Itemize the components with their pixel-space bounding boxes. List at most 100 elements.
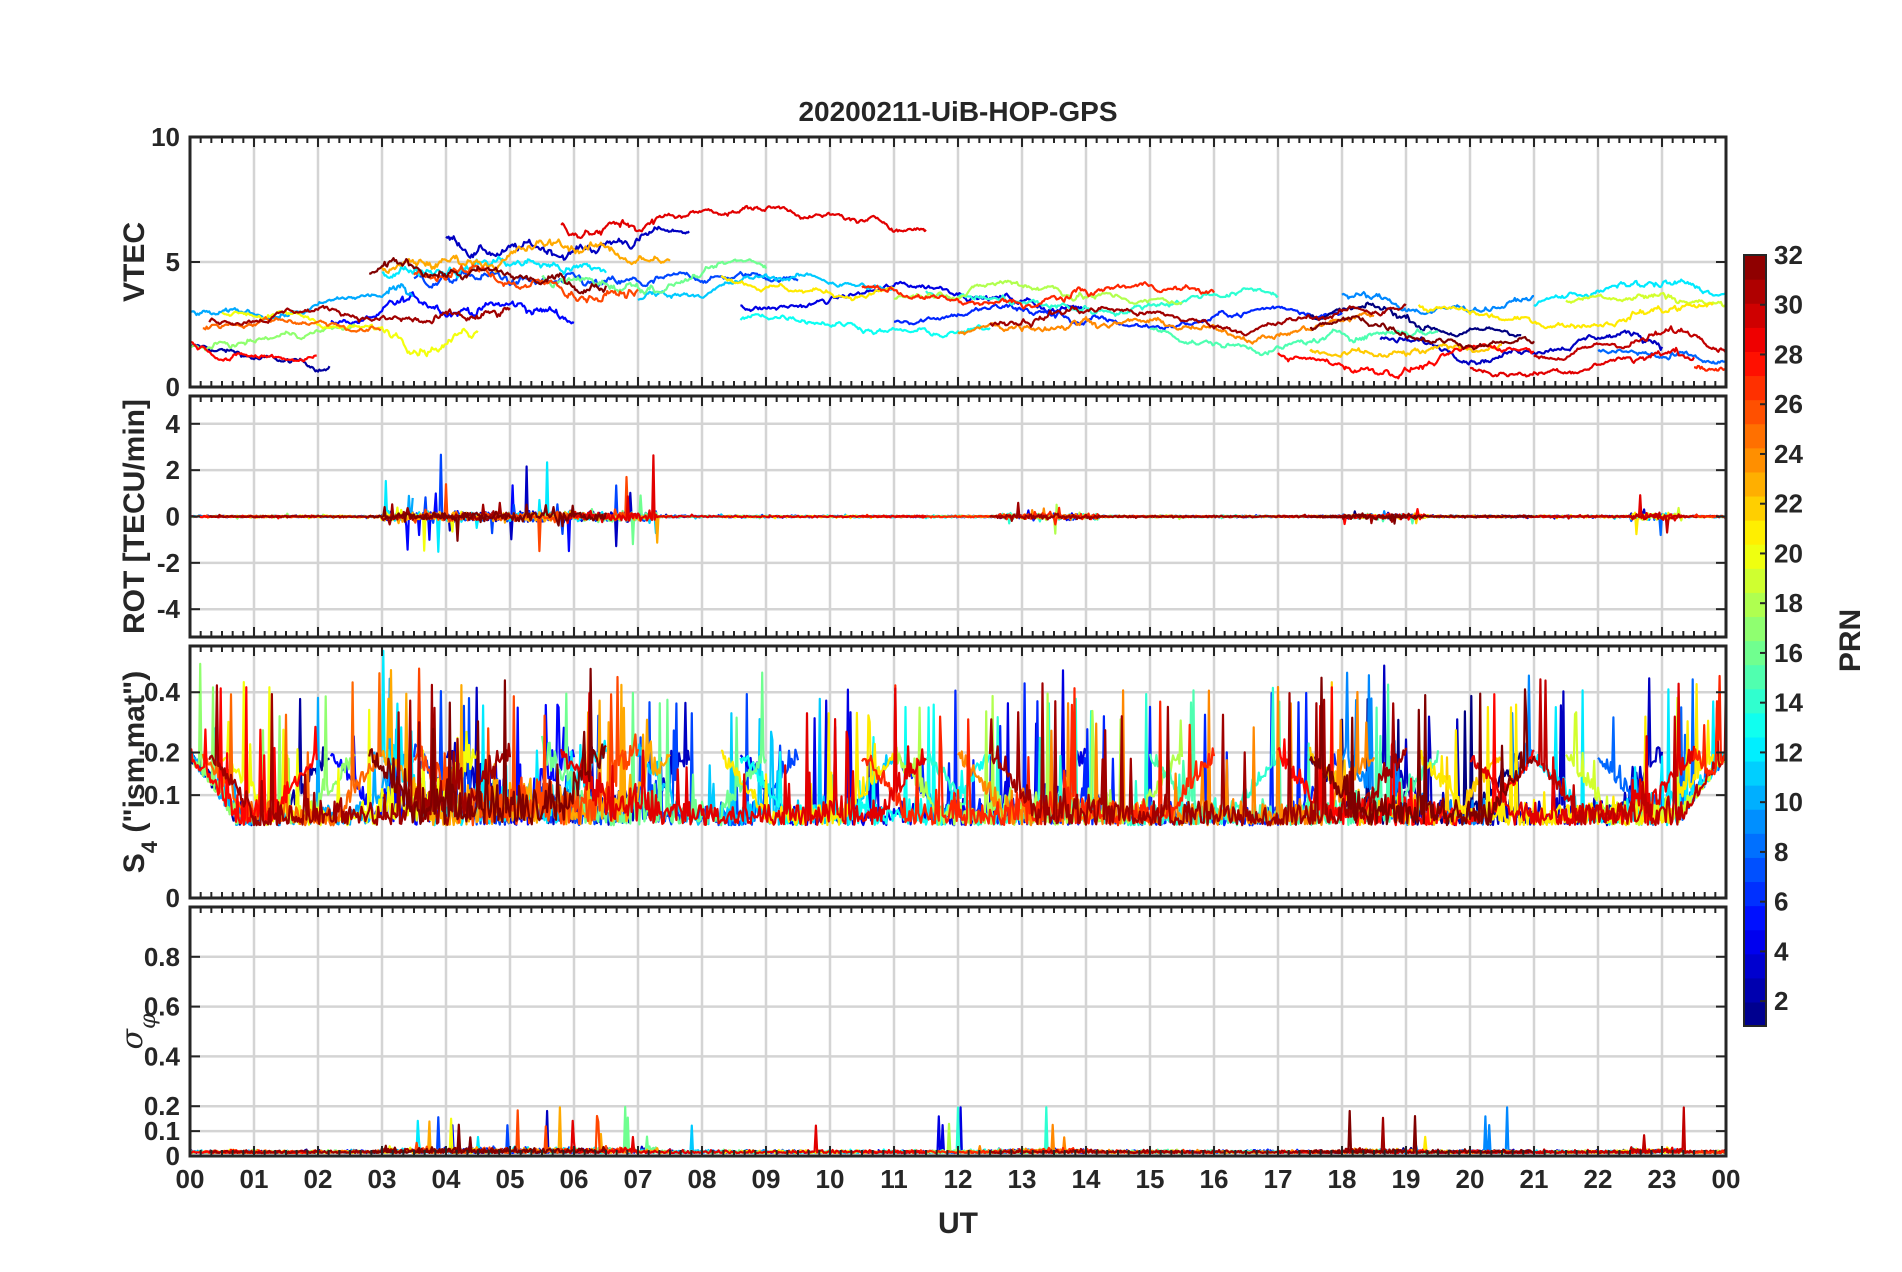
x-tick-label: 04: [432, 1164, 461, 1194]
colorbar-segment: [1744, 712, 1766, 738]
trace-prn-31: [989, 303, 1407, 337]
y-tick-label: 0.6: [144, 992, 180, 1022]
colorbar-tick-label: 6: [1774, 887, 1788, 917]
colorbar-segment: [1744, 495, 1766, 521]
x-tick-label: 02: [304, 1164, 333, 1194]
panel-s4: 0 0.1 0.2 0.4S4 ("ism.mat"): [118, 644, 1728, 913]
y-tick-label: 4: [166, 409, 181, 439]
colorbar-segment: [1744, 640, 1766, 666]
trace-prn-29: [560, 204, 927, 240]
trace-prn-27: [1692, 674, 1727, 777]
colorbar-segment: [1744, 447, 1766, 473]
trace-prn-31: [208, 304, 511, 326]
trace-prn-29: [560, 1119, 927, 1155]
trace-prn-27: [861, 281, 1215, 310]
trace-prn-28: [189, 341, 317, 363]
y-tick-label: -2: [157, 548, 180, 578]
colorbar-label: PRN: [1834, 609, 1867, 672]
trace-prn-13: [739, 313, 991, 339]
trace-prn-14: [925, 287, 1279, 317]
trace-prn-30: [1532, 672, 1728, 827]
y-axis-label-rot: ROT [TECU/min]: [118, 399, 151, 634]
x-tick-label: 21: [1520, 1164, 1549, 1194]
trace-prn-31: [988, 682, 1408, 827]
trace-prn-26: [413, 264, 639, 304]
trace-prn-23: [380, 238, 671, 274]
x-tick-label: 05: [496, 1164, 525, 1194]
colorbar-segment: [1744, 833, 1766, 858]
colorbar-segment: [1744, 351, 1766, 377]
x-tick-label: 07: [624, 1164, 653, 1194]
colorbar-segment: [1744, 785, 1766, 810]
y-tick-label: 5: [166, 247, 180, 277]
trace-prn-32: [368, 257, 608, 295]
colorbar-segment: [1744, 471, 1766, 497]
trace-prn-32: [1309, 512, 1535, 525]
y-tick-label: 0: [166, 502, 180, 532]
colorbar-segment: [1744, 929, 1766, 955]
colorbar-segment: [1744, 616, 1766, 642]
colorbar-tick-label: 8: [1774, 837, 1788, 867]
x-tick-label: 09: [752, 1164, 781, 1194]
colorbar-tick-label: 16: [1774, 638, 1803, 668]
colorbar-segment: [1744, 303, 1766, 328]
colorbar-segment: [1744, 857, 1766, 883]
y-tick-label: 0: [166, 372, 180, 402]
colorbar-border: [1743, 254, 1767, 1027]
colorbar-tick-label: 14: [1774, 688, 1803, 718]
trace-prn-31: [208, 683, 512, 827]
x-tick-label: 11: [880, 1164, 908, 1194]
trace-prn-29: [1469, 346, 1695, 378]
colorbar-segment: [1744, 544, 1766, 569]
y-tick-label: 2: [166, 455, 180, 485]
trace-prn-15: [1149, 327, 1439, 357]
x-tick-label: 03: [368, 1164, 397, 1194]
colorbar-segment: [1744, 664, 1766, 690]
colorbar-segment: [1744, 255, 1766, 280]
colorbar-tick-label: 12: [1774, 737, 1803, 767]
colorbar-tick-label: 10: [1774, 787, 1803, 817]
trace-prn-22: [1309, 343, 1502, 358]
y-tick-label: 0.2: [144, 738, 180, 768]
trace-prn-16: [541, 258, 767, 295]
colorbar-tick-label: 28: [1774, 339, 1803, 369]
y-axis-label-sigma_phi: σφ: [115, 1013, 161, 1049]
x-tick-label: 22: [1584, 1164, 1613, 1194]
x-tick-label: 01: [240, 1164, 269, 1194]
y-tick-label: 0.8: [144, 942, 180, 972]
y-axis-label-vtec: VTEC: [118, 222, 151, 302]
colorbar-tick-label: 4: [1774, 936, 1789, 966]
colorbar-tick-label: 2: [1774, 986, 1788, 1016]
colorbar-segment: [1744, 1001, 1766, 1027]
trace-prn-32: [1309, 315, 1535, 351]
trace-prn-32: [1308, 676, 1536, 827]
x-tick-label: 00: [176, 1164, 205, 1194]
trace-prn-27: [1693, 364, 1726, 372]
colorbar-segment: [1744, 423, 1766, 449]
colorbar-segment: [1744, 688, 1766, 714]
x-tick-label: 08: [688, 1164, 717, 1194]
colorbar-tick-label: 30: [1774, 290, 1803, 320]
trace-prn-27: [1693, 1149, 1727, 1155]
colorbar-tick-label: 22: [1774, 489, 1803, 519]
trace-prn-2: [189, 343, 331, 373]
x-tick-label: 17: [1264, 1164, 1293, 1194]
x-tick-label: 15: [1136, 1164, 1165, 1194]
colorbar-segment: [1744, 881, 1766, 907]
trace-prn-3: [1379, 329, 1664, 366]
colorbar-segment: [1744, 953, 1766, 979]
colorbar-segment: [1744, 760, 1766, 786]
colorbar-segment: [1744, 520, 1766, 545]
x-tick-label: 10: [816, 1164, 845, 1194]
trace-prn-30: [1533, 511, 1727, 534]
y-axis-label-s4: S4 ("ism.mat"): [118, 671, 162, 873]
x-tick-label: 12: [944, 1164, 973, 1194]
colorbar-segment: [1744, 977, 1766, 1003]
panel-vtec-traces: [189, 204, 1727, 380]
colorbar-segment: [1744, 399, 1766, 425]
panel-sigma_phi: 00.10.2 0.4 0.6 0.8 σφ 00 01 02 03 04 05 06 07 08 09 10…: [115, 905, 1740, 1194]
trace-prn-21: [720, 274, 894, 302]
